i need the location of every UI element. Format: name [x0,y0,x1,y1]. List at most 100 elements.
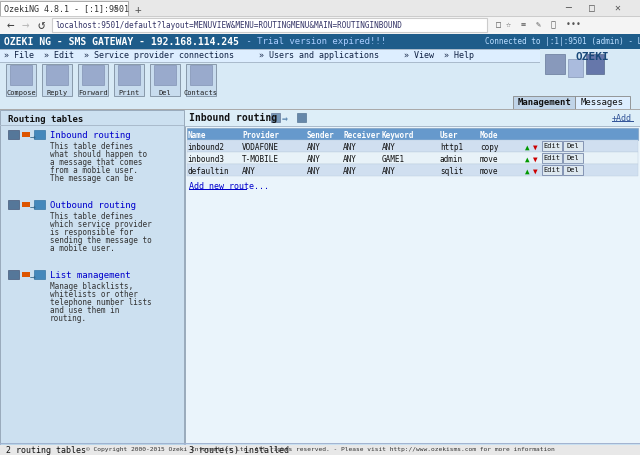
Text: □ ☆  ≡  ✎  🔔  •••: □ ☆ ≡ ✎ 🔔 ••• [496,20,581,29]
Text: Keyword: Keyword [382,131,414,140]
Text: GAME1: GAME1 [382,155,405,164]
Text: a mobile user.: a mobile user. [50,243,115,253]
Bar [545,55,565,75]
Bar [22,133,30,138]
Text: copy: copy [480,143,499,152]
Text: →: → [30,202,36,212]
Text: ×: × [112,4,118,14]
Text: →: → [22,19,29,32]
Text: a message that comes: a message that comes [50,157,143,167]
Bar [568,60,583,78]
Text: which service provider: which service provider [50,219,152,228]
Text: List management: List management [50,270,131,279]
Bar [542,154,562,164]
Text: Del: Del [566,155,579,161]
Bar [187,129,638,141]
Bar [297,114,306,123]
Text: Management: Management [517,98,571,107]
Bar [52,19,487,33]
Bar [542,166,562,176]
Text: defaultin: defaultin [187,167,228,176]
Text: ANY: ANY [343,143,357,152]
Text: Outbound routing: Outbound routing [50,201,136,210]
Text: T-MOBILE: T-MOBILE [242,155,279,164]
Text: ANY: ANY [343,155,357,164]
Text: Reply: Reply [46,90,68,96]
Text: move: move [480,155,499,164]
Text: OzekiNG 4.8.1 - [:1]:9501: OzekiNG 4.8.1 - [:1]:9501 [4,4,129,13]
Bar [185,111,640,443]
Bar [190,66,212,86]
Bar [50,209,114,210]
Text: ANY: ANY [382,167,396,176]
Bar [10,66,32,86]
Text: is responsible for: is responsible for [50,228,133,237]
Text: VODAFONE: VODAFONE [242,143,279,152]
Text: Contacts: Contacts [184,90,218,96]
Text: Compose: Compose [6,90,36,96]
Bar [586,55,604,75]
Text: ANY: ANY [382,143,396,152]
Bar [186,65,216,97]
Text: Inbound routing: Inbound routing [189,113,277,123]
Text: ↺: ↺ [38,19,45,32]
Text: ←: ← [7,19,15,32]
Bar [0,111,184,443]
Text: Sender: Sender [307,131,335,140]
Text: Edit: Edit [543,155,561,161]
Text: ─: ─ [565,3,571,13]
Bar [0,443,184,454]
Bar [82,66,104,86]
Text: ▼: ▼ [533,167,538,176]
Text: 2 routing tables: 2 routing tables [6,445,86,454]
Text: 3 route(s) installed: 3 route(s) installed [189,445,289,454]
Bar [0,50,640,51]
Bar [540,50,640,110]
Text: and use them in: and use them in [50,305,120,314]
Text: This table defines: This table defines [50,142,133,151]
Bar [22,202,30,207]
Bar [50,139,110,140]
Text: Manage blacklists,: Manage blacklists, [50,281,133,290]
Text: ✕: ✕ [614,3,620,13]
Text: inbound2: inbound2 [187,143,224,152]
Bar [0,126,184,127]
Bar [0,17,640,35]
Text: Routing tables: Routing tables [8,115,83,124]
Text: inbound3: inbound3 [187,155,224,164]
Text: □: □ [589,3,595,13]
Bar [187,141,638,153]
Text: ⇒: ⇒ [282,114,288,124]
Text: » File  » Edit  » Service provider connections     » Users and applications     : » File » Edit » Service provider connect… [4,51,474,61]
Text: localhost:9501/default?layout=MENUVIEW&MENU=ROUTINGMENU&MAIN=ROUTINGINBOUND: localhost:9501/default?layout=MENUVIEW&M… [55,21,402,30]
Bar [8,131,19,140]
Bar [185,443,640,454]
Bar [513,97,575,110]
Bar [0,17,640,18]
Text: Receiver: Receiver [343,131,380,140]
Bar [0,63,640,110]
Bar [6,65,36,97]
Bar [34,131,45,140]
Text: sending the message to: sending the message to [50,236,152,244]
Text: Print: Print [118,90,140,96]
Text: - Trial version expired!!!: - Trial version expired!!! [241,37,386,46]
Text: Mode: Mode [480,131,499,140]
Text: from a mobile user.: from a mobile user. [50,166,138,175]
Bar [150,65,180,97]
Bar [575,97,630,110]
Bar [0,63,640,64]
Text: Del: Del [566,143,579,149]
Bar [563,142,583,152]
Text: →: → [30,131,36,142]
Text: Edit: Edit [543,143,561,149]
Bar [563,154,583,164]
Bar [34,201,45,210]
Text: routing.: routing. [50,313,87,322]
Text: what should happen to: what should happen to [50,150,147,159]
Bar [542,142,562,152]
Text: Inbound routing: Inbound routing [50,131,131,140]
Bar [8,270,19,279]
Bar [185,127,640,128]
Bar [0,35,640,50]
